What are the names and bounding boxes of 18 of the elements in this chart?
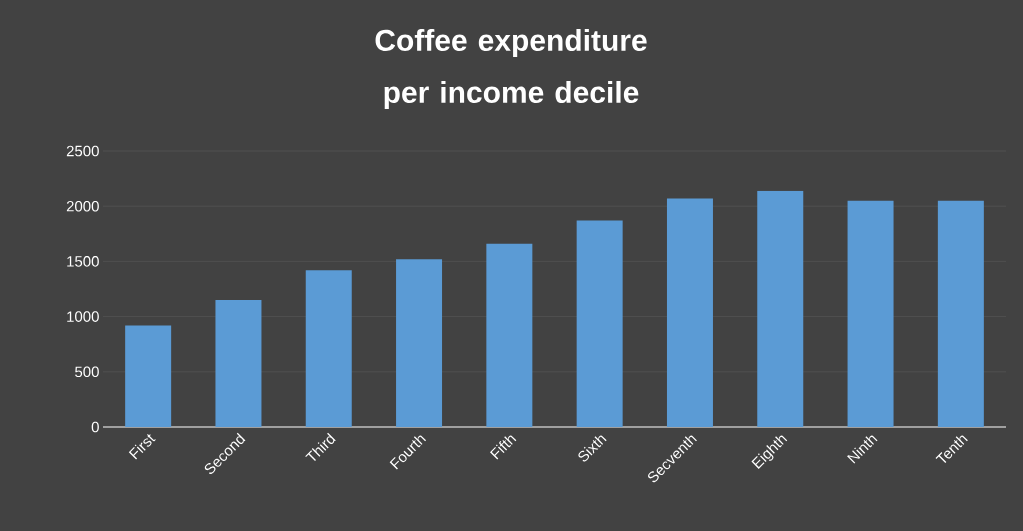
y-tick-label: 0 bbox=[91, 421, 99, 433]
y-tick-label: 500 bbox=[75, 366, 99, 378]
bar bbox=[937, 200, 984, 427]
y-tick-label: 1000 bbox=[67, 311, 99, 322]
y-tick-label: 2500 bbox=[66, 145, 99, 157]
x-tick-label: Fifth bbox=[489, 435, 517, 460]
y-tick-label: 2000 bbox=[66, 200, 99, 212]
bar bbox=[215, 300, 262, 427]
bar bbox=[305, 270, 352, 427]
bar bbox=[576, 220, 623, 427]
bar bbox=[396, 259, 443, 427]
chart-title: Coffee expenditure per income decile bbox=[375, 29, 647, 109]
bar bbox=[666, 198, 713, 427]
bar bbox=[847, 200, 894, 427]
bar bbox=[486, 243, 533, 427]
bar bbox=[125, 325, 172, 427]
y-tick-label: 1500 bbox=[67, 256, 99, 267]
bar bbox=[757, 190, 804, 427]
